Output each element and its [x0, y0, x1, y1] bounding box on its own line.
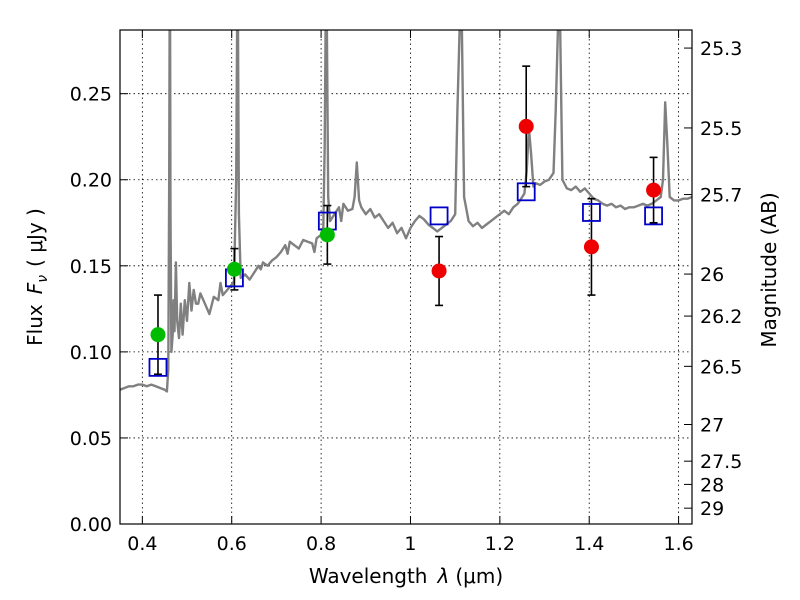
nir-data-point [518, 118, 534, 134]
nir-data-point [431, 263, 447, 279]
model-point [582, 203, 601, 222]
x-tick-label: 1 [404, 533, 416, 555]
y-tick-label: 0.15 [70, 256, 112, 278]
right-tick-label: 29 [700, 498, 724, 520]
y-tick-label: 0.00 [70, 514, 112, 536]
grid-lines [120, 30, 692, 524]
x-tick-label: 0.6 [217, 533, 247, 555]
y-axis-label: FluxFν( μJy ) [23, 208, 51, 346]
tick-labels: 0.4 0.6 0.8 1 1.2 1.4 1.6 0.00 0.05 0.10 0.15 0.20 0… [70, 38, 743, 555]
x-tick-label: 1.2 [485, 533, 515, 555]
error-bars [153, 65, 658, 376]
model-point [429, 206, 449, 226]
x-tick-label: 0.4 [127, 533, 157, 555]
optical-data-point [319, 227, 335, 243]
plot-frame [119, 29, 693, 525]
model-point [148, 357, 168, 377]
x-tick-label: 0.8 [306, 533, 336, 555]
x-axis-label: Wavelength λ (μm) [309, 564, 503, 588]
x-tick-label: 1.4 [574, 533, 604, 555]
sed-line [120, 30, 692, 393]
observed-photometry-points [150, 118, 662, 343]
optical-data-point [226, 261, 242, 277]
y-tick-label: 0.20 [70, 170, 112, 192]
model-photometry-points [148, 182, 663, 377]
y-tick-label: 0.10 [70, 342, 112, 364]
x-tick-label: 1.6 [663, 533, 693, 555]
nir-data-point [646, 182, 662, 198]
model-point [516, 182, 536, 202]
right-tick-label: 26.5 [700, 356, 742, 378]
y-tick-label: 0.05 [70, 428, 112, 450]
y-tick-label: 0.25 [70, 84, 112, 106]
y-axis-right-label: Magnitude (AB) [757, 192, 781, 347]
model-point [644, 206, 663, 226]
right-tick-label: 28 [700, 474, 724, 496]
optical-data-point [150, 327, 166, 343]
right-tick-label: 26 [700, 264, 724, 286]
right-tick-label: 27 [700, 415, 724, 437]
axis-ticks [120, 30, 692, 525]
sed-model-spectrum [120, 30, 692, 393]
right-tick-label: 25.5 [700, 118, 742, 140]
right-tick-label: 27.5 [700, 451, 742, 473]
nir-data-point [583, 239, 599, 255]
right-tick-label: 25.7 [700, 185, 742, 207]
right-tick-label: 25.3 [700, 38, 742, 60]
right-tick-label: 26.2 [700, 306, 742, 328]
